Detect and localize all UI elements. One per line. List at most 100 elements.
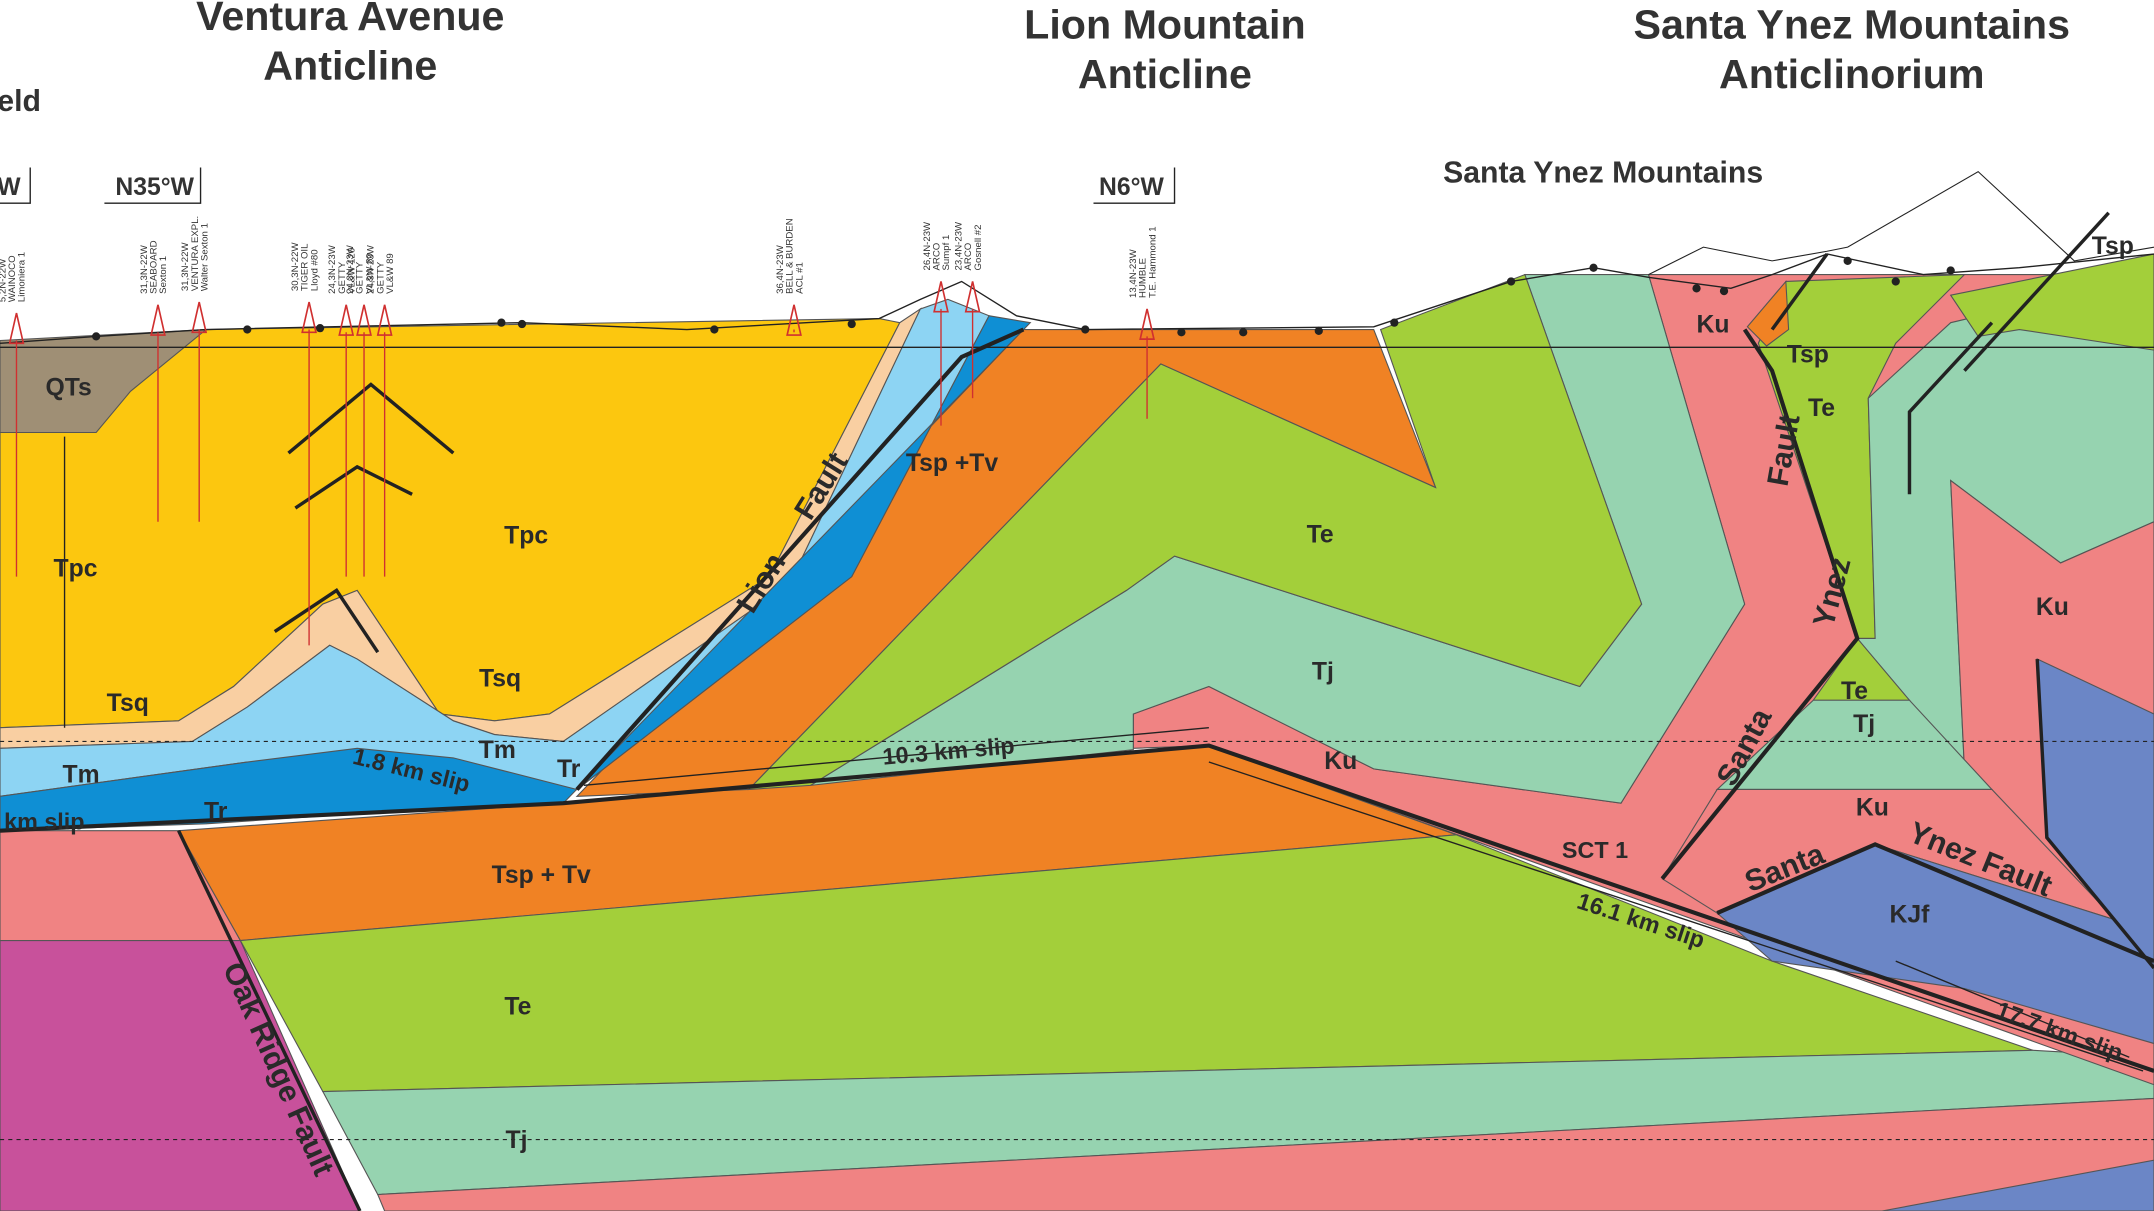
dip-dot [497,318,506,327]
well-label: Sumpf 1 [941,235,952,271]
title: Lion Mountain [1024,1,1305,47]
derrick [1139,308,1155,340]
dip-dot [1390,318,1399,327]
minor-fault [1770,252,1829,331]
well-label: Sexton 1 [158,256,169,294]
well-label: 31,3N-22W [139,244,150,294]
direction: W [0,174,21,201]
unit-label: Ku [1324,748,1357,775]
unit-label: Ku [1697,311,1730,338]
unit-label: Tm [479,737,516,764]
well-label: GETTY [375,261,386,294]
dip-dot [1177,328,1186,337]
well-label: ARCO [932,242,943,270]
slip-label: SCT 1 [1562,837,1628,863]
oak-ridge-fault [177,829,362,1211]
well-label: VL&W 80 [364,253,375,294]
well-label: T.E. Hammond 1 [1147,226,1158,298]
title: Santa Ynez Mountains [1634,1,2070,47]
layer-tsp-small [1746,280,1790,347]
title: Anticline [263,43,437,89]
well-label: Gosnell #2 [973,225,984,271]
well-label: HUMBLE [1138,258,1149,298]
unit-label: Tpc [54,556,98,583]
layer-tj-lower [321,1049,2154,1196]
dip-dot [243,325,252,334]
well-label: 30,3N-22W [290,242,301,292]
dip-dot [1946,266,1955,275]
unit-label: Te [504,994,531,1021]
well-label: 5,2N-22W [0,258,8,302]
well-label: ARCO [963,242,974,270]
santa-ynez-fault-lower [1716,842,2154,964]
well-label: Limoniera 1 [17,252,28,302]
unit-label: Te [1841,678,1868,705]
unit-label: Tsp + Tv [492,862,591,889]
dip-dot [1891,277,1900,286]
unit-label: Tsp +Tv [906,450,999,477]
derrick [376,304,393,336]
well-label: 36,4N-23W [775,244,786,294]
dip-dot [710,325,719,334]
well-label: VL&W 89 [385,253,396,294]
unit-label: Tsq [479,666,521,693]
well-label: 31,3N-22W [180,242,191,292]
unit-label: Ku [1856,795,1889,822]
fold-axis [294,464,413,510]
derrick [301,301,317,334]
dip-dot [1692,284,1701,293]
well-label: Lloyd #80 [309,249,320,291]
well-label: 23,4N-23W [954,221,965,271]
unit-label: Tsp [2092,233,2134,260]
unit-label: Tpc [504,523,548,550]
direction-arrow [104,167,202,204]
slip-arrow [1208,761,2144,1072]
direction-arrow [0,167,31,204]
santa-ynez-fault [1660,328,1860,881]
well-label: 26,4N-23W [922,221,933,271]
fold-axis [287,382,455,455]
unit-label: Tj [1853,711,1875,738]
dip-dot [1506,277,1516,286]
well-label: 13,4N-23W [1128,248,1139,298]
ridge-outline [1648,170,2154,276]
unit-label: Tj [506,1127,528,1154]
unit-label: KJf [1890,902,1931,929]
layer-magenta [0,939,361,1211]
unit-labels: QTs Tpc Tpc Tsq Tsq Tm Tm Tr Tr Tsp +Tv … [46,233,2134,1154]
layer-ku-bottom [376,1097,2154,1211]
derrick [786,304,802,336]
well-label: TIGER OIL [300,243,311,291]
layer-kjf [1716,843,2154,1045]
unit-label: Tm [63,762,100,789]
titles: Ventura Avenue Anticline Lion Mountain A… [0,0,2070,204]
well-label: 24,3N-23W [366,244,377,294]
dip-dot [92,332,101,341]
lion-fault [575,327,1025,791]
well-label: VL&W 126 [346,248,357,294]
well-label: 24,3N-23W [327,244,338,294]
layers [0,253,2154,1211]
minor-fault [2035,658,2154,970]
slip-label: km slip [4,808,84,834]
dip-dot [315,324,325,333]
well-label: GETTY [337,261,348,294]
title: Ventura Avenue [196,0,504,39]
unit-label: Ku [2036,594,2069,621]
field-label: eld [0,85,41,118]
thrust-fault [0,743,2154,1073]
derrick [964,281,981,313]
unit-label: Te [1808,395,1835,422]
well-label: ACL #1 [794,262,805,294]
layer-tr [0,315,1032,832]
surface-dots [92,256,1955,341]
slip-arrow [583,727,1209,787]
well-label: WAINOCO [7,255,18,302]
well-label: 24,3N-23W [345,244,356,294]
fold-axis [273,588,380,654]
layer-kjf-bottom [1881,1159,2154,1211]
dip-dot [517,319,527,329]
well-label: Walter Sexton 1 [199,223,210,291]
